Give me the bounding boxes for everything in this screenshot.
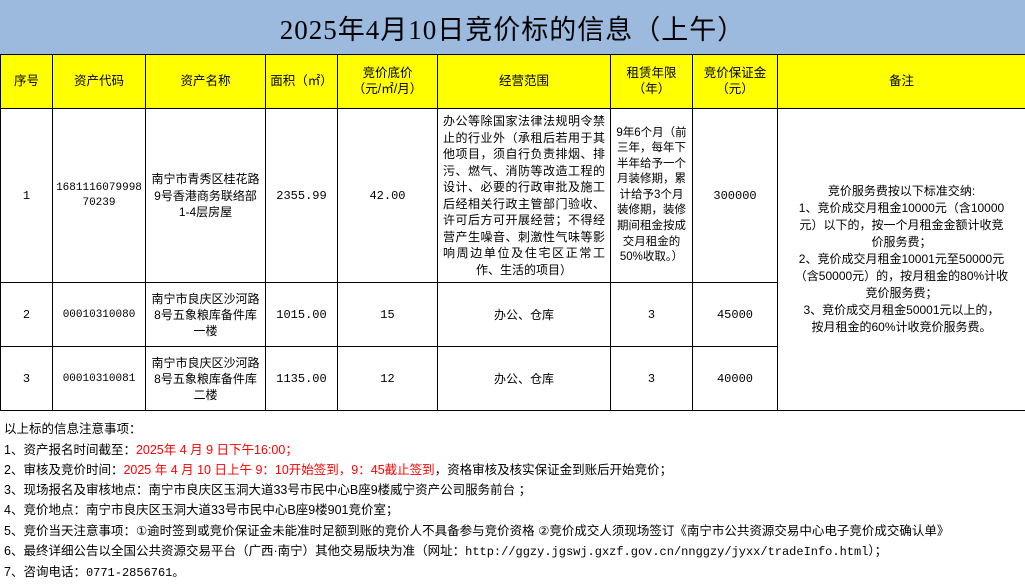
remark-line: 价服务费； bbox=[781, 234, 1022, 251]
column-header-index: 序号 bbox=[1, 55, 53, 109]
column-header-business-scope: 经营范围 bbox=[438, 55, 611, 109]
note-line-3: 3、现场报名及审核地点：南宁市良庆区玉洞大道33号市民中心B座9楼威宁资产公司服… bbox=[4, 480, 1021, 500]
note-7-label: 7、咨询电话： bbox=[4, 565, 86, 579]
base-price-line2: （元/㎡/月） bbox=[341, 82, 434, 98]
column-header-asset-code: 资产代码 bbox=[53, 55, 146, 109]
column-header-deposit: 竞价保证金 （元） bbox=[693, 55, 778, 109]
cell-index: 2 bbox=[1, 283, 53, 347]
cell-business-scope: 办公、仓库 bbox=[438, 283, 611, 347]
remark-line: 3、竞价成交月租金50001元以上的， bbox=[781, 302, 1022, 319]
notes-heading: 以上标的信息注意事项： bbox=[4, 419, 1021, 439]
column-header-remark: 备注 bbox=[778, 55, 1025, 109]
column-header-base-price: 竞价底价 （元/㎡/月） bbox=[338, 55, 438, 109]
page-title: 2025年4月10日竞价标的信息（上午） bbox=[280, 8, 746, 47]
table-body: 1 168111607999870239 南宁市青秀区桂花路9号香港商务联络部1… bbox=[1, 109, 1025, 411]
spreadsheet-page: 2025年4月10日竞价标的信息（上午） 序号 资产代码 资产名称 面积（㎡） … bbox=[0, 0, 1025, 541]
cell-base-price: 42.00 bbox=[338, 109, 438, 283]
page-title-band: 2025年4月10日竞价标的信息（上午） bbox=[0, 0, 1025, 54]
cell-asset-name: 南宁市青秀区桂花路9号香港商务联络部1-4层房屋 bbox=[146, 109, 266, 283]
cell-area: 1015.00 bbox=[266, 283, 338, 347]
note-line-7: 7、咨询电话：0771-2856761。 bbox=[4, 562, 1021, 583]
cell-asset-code: 168111607999870239 bbox=[53, 109, 146, 283]
cell-business-scope: 办公等除国家法律法规明令禁止的行业外（承租后若用于其他项目，须自行负责排烟、排污… bbox=[438, 109, 611, 283]
base-price-line1: 竞价底价 bbox=[341, 66, 434, 82]
column-header-lease-term: 租赁年限 （年） bbox=[611, 55, 693, 109]
cell-lease-term: 9年6个月（前三年，每年下半年给予一个月装修期，累计给予3个月装修期，装修期间租… bbox=[611, 109, 693, 283]
note-1-deadline: 2025年 4 月 9 日下午16:00； bbox=[136, 443, 298, 457]
remark-line: 按月租金的60%计收竞价服务费。 bbox=[781, 319, 1022, 336]
cell-asset-code: 00010310080 bbox=[53, 283, 146, 347]
note-line-4: 4、竞价地点：南宁市良庆区玉洞大道33号市民中心B座9楼901竞价室； bbox=[4, 500, 1021, 520]
note-6-prefix: 6、最终详细公告以全国公共资源交易平台（广西·南宁）其他交易版块为准（网址： bbox=[4, 544, 465, 558]
lease-term-line2: （年） bbox=[614, 82, 689, 98]
note-6-suffix: ）； bbox=[868, 544, 887, 558]
note-line-6: 6、最终详细公告以全国公共资源交易平台（广西·南宁）其他交易版块为准（网址：ht… bbox=[4, 541, 1021, 562]
cell-index: 1 bbox=[1, 109, 53, 283]
footer-notes: 以上标的信息注意事项： 1、资产报名时间截至：2025年 4 月 9 日下午16… bbox=[0, 411, 1025, 583]
remark-line: 2、竞价成交月租金10001元至50000元 bbox=[781, 251, 1022, 268]
cell-base-price: 12 bbox=[338, 347, 438, 411]
cell-asset-name: 南宁市良庆区沙河路8号五象粮库备件库一楼 bbox=[146, 283, 266, 347]
deposit-line2: （元） bbox=[696, 82, 774, 98]
cell-deposit: 45000 bbox=[693, 283, 778, 347]
cell-lease-term: 3 bbox=[611, 283, 693, 347]
note-line-2: 2、审核及竞价时间：2025 年 4 月 10 日上午 9：10开始签到，9：4… bbox=[4, 460, 1021, 480]
note-line-1: 1、资产报名时间截至：2025年 4 月 9 日下午16:00； bbox=[4, 440, 1021, 460]
note-6-url[interactable]: http://ggzy.jgswj.gxzf.gov.cn/nnggzy/jyx… bbox=[465, 545, 868, 559]
column-header-asset-name: 资产名称 bbox=[146, 55, 266, 109]
cell-asset-code: 00010310081 bbox=[53, 347, 146, 411]
note-7-phone: 0771-2856761。 bbox=[86, 566, 184, 580]
note-line-5: 5、竞价当天注意事项：①逾时签到或竞价保证金未能准时足额到账的竞价人不具备参与竞… bbox=[4, 521, 1021, 541]
column-header-area: 面积（㎡） bbox=[266, 55, 338, 109]
cell-area: 1135.00 bbox=[266, 347, 338, 411]
cell-lease-term: 3 bbox=[611, 347, 693, 411]
table-header-row: 序号 资产代码 资产名称 面积（㎡） 竞价底价 （元/㎡/月） 经营范围 租赁年… bbox=[1, 55, 1025, 109]
note-2-signin-window: 2025 年 4 月 10 日上午 9：10开始签到，9：45截止签到 bbox=[123, 463, 434, 477]
table-header: 序号 资产代码 资产名称 面积（㎡） 竞价底价 （元/㎡/月） 经营范围 租赁年… bbox=[1, 55, 1025, 109]
cell-base-price: 15 bbox=[338, 283, 438, 347]
deposit-line1: 竞价保证金 bbox=[696, 66, 774, 82]
remark-line: 1、竞价成交月租金10000元（含10000 bbox=[781, 200, 1022, 217]
bidding-items-table: 序号 资产代码 资产名称 面积（㎡） 竞价底价 （元/㎡/月） 经营范围 租赁年… bbox=[0, 54, 1025, 411]
note-1-label: 1、资产报名时间截至： bbox=[4, 443, 136, 457]
cell-business-scope: 办公、仓库 bbox=[438, 347, 611, 411]
cell-deposit: 300000 bbox=[693, 109, 778, 283]
cell-asset-name: 南宁市良庆区沙河路8号五象粮库备件库二楼 bbox=[146, 347, 266, 411]
cell-deposit: 40000 bbox=[693, 347, 778, 411]
table-row: 1 168111607999870239 南宁市青秀区桂花路9号香港商务联络部1… bbox=[1, 109, 1025, 283]
note-2-tail: ，资格审核及核实保证金到账后开始竞价； bbox=[435, 463, 673, 477]
remark-line: 竞价服务费按以下标准交纳: bbox=[781, 183, 1022, 200]
cell-index: 3 bbox=[1, 347, 53, 411]
cell-area: 2355.99 bbox=[266, 109, 338, 283]
lease-term-line1: 租赁年限 bbox=[614, 66, 689, 82]
remark-line: 元）以下的，按一个月租金金额计收竞 bbox=[781, 217, 1022, 234]
remark-line: 竞价服务费； bbox=[781, 285, 1022, 302]
remark-line: （含50000元）的，按月租金的80%计收 bbox=[781, 268, 1022, 285]
note-2-label: 2、审核及竞价时间： bbox=[4, 463, 123, 477]
